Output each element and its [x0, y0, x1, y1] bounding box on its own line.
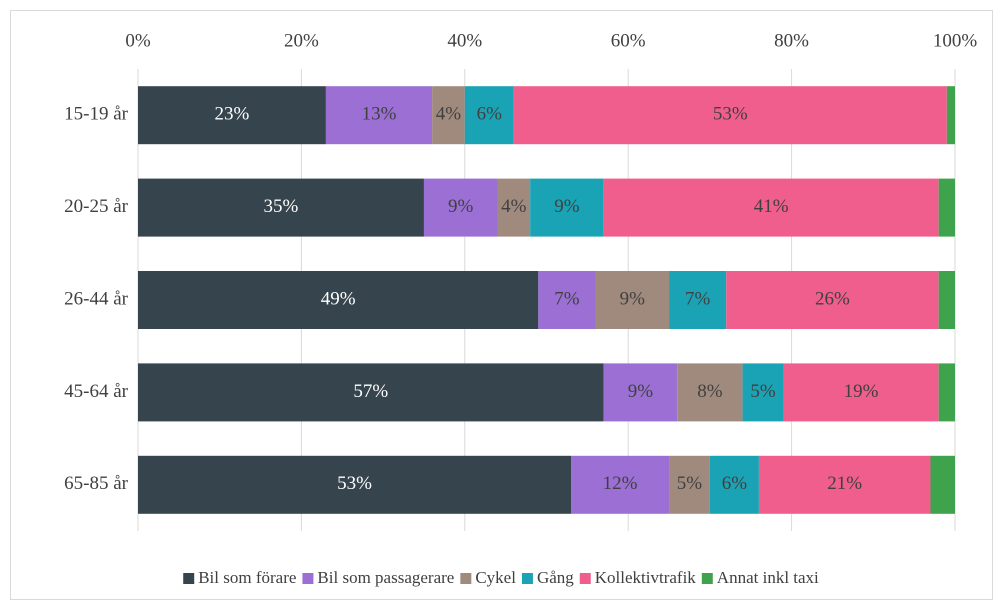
bar-segment — [138, 455, 572, 514]
bar-segment — [513, 86, 947, 145]
data-label: 6% — [722, 473, 748, 494]
x-tick-label: 80% — [774, 30, 809, 51]
x-tick-label: 60% — [611, 30, 646, 51]
bar-segment — [464, 86, 514, 145]
bar-segment — [571, 455, 670, 514]
bar-segment — [595, 271, 670, 329]
data-label: 9% — [620, 288, 646, 309]
data-label: 26% — [815, 288, 850, 309]
bar-segment — [783, 363, 939, 422]
legend-swatch — [701, 573, 713, 584]
data-label: 4% — [436, 104, 462, 125]
bar-segment — [677, 363, 743, 422]
y-tick-label: 45-64 år — [64, 381, 129, 402]
legend-label: Cykel — [475, 568, 516, 587]
legend-swatch — [302, 573, 314, 584]
y-tick-label: 26-44 år — [64, 288, 129, 309]
y-tick-label: 20-25 år — [64, 196, 129, 217]
bar-segment — [138, 178, 424, 237]
bar-segment — [497, 178, 531, 237]
bar-segment — [938, 271, 955, 329]
legend-swatch — [460, 573, 472, 584]
data-label: 13% — [362, 104, 397, 125]
bar-segment — [432, 86, 465, 145]
data-label: 8% — [697, 381, 723, 402]
bar-segment — [669, 271, 727, 329]
data-label: 21% — [827, 473, 862, 494]
legend-swatch — [183, 573, 195, 584]
legend-swatch — [579, 573, 591, 584]
data-label: 53% — [713, 104, 748, 125]
data-label: 12% — [603, 473, 638, 494]
bar-segment — [946, 86, 955, 145]
data-label: 57% — [353, 381, 388, 402]
legend-label: Bil som passagerare — [317, 568, 454, 587]
data-label: 5% — [750, 381, 776, 402]
bar-segment — [709, 455, 759, 514]
x-tick-label: 100% — [933, 30, 978, 51]
bar-segment — [742, 363, 784, 422]
legend-label: Bil som förare — [198, 568, 296, 587]
data-label: 9% — [554, 196, 580, 217]
bar-segment — [669, 455, 710, 514]
data-label: 7% — [685, 288, 711, 309]
legend-label: Kollektivtrafik — [595, 568, 697, 587]
bar-segment — [538, 271, 596, 329]
bar-segment — [530, 178, 604, 237]
data-label: 49% — [321, 288, 356, 309]
data-label: 5% — [677, 473, 703, 494]
legend-label: Annat inkl taxi — [717, 568, 819, 587]
data-label: 9% — [628, 381, 654, 402]
x-tick-label: 20% — [284, 30, 319, 51]
bar-segment — [138, 271, 539, 329]
data-label: 19% — [844, 381, 879, 402]
bar-segment — [603, 363, 678, 422]
legend-swatch — [521, 573, 533, 584]
y-tick-label: 15-19 år — [64, 104, 129, 125]
data-label: 4% — [501, 196, 527, 217]
legend-label: Gång — [537, 568, 574, 587]
data-label: 6% — [477, 104, 503, 125]
bar-segment — [423, 178, 498, 237]
bar-segment — [938, 178, 955, 237]
y-tick-label: 65-85 år — [64, 473, 129, 494]
data-label: 35% — [264, 196, 299, 217]
bar-segment — [758, 455, 931, 514]
data-label: 7% — [554, 288, 580, 309]
x-tick-label: 0% — [125, 30, 151, 51]
bar-segment — [138, 363, 604, 422]
bar-segment — [325, 86, 433, 145]
data-label: 23% — [215, 104, 250, 125]
data-label: 9% — [448, 196, 474, 217]
data-label: 41% — [754, 196, 789, 217]
data-label: 53% — [337, 473, 372, 494]
bar-segment — [726, 271, 939, 329]
x-tick-label: 40% — [447, 30, 482, 51]
bar-segment — [603, 178, 939, 237]
bar-segment — [930, 455, 955, 514]
bar-segment — [938, 363, 955, 422]
bar-segment — [138, 86, 326, 145]
